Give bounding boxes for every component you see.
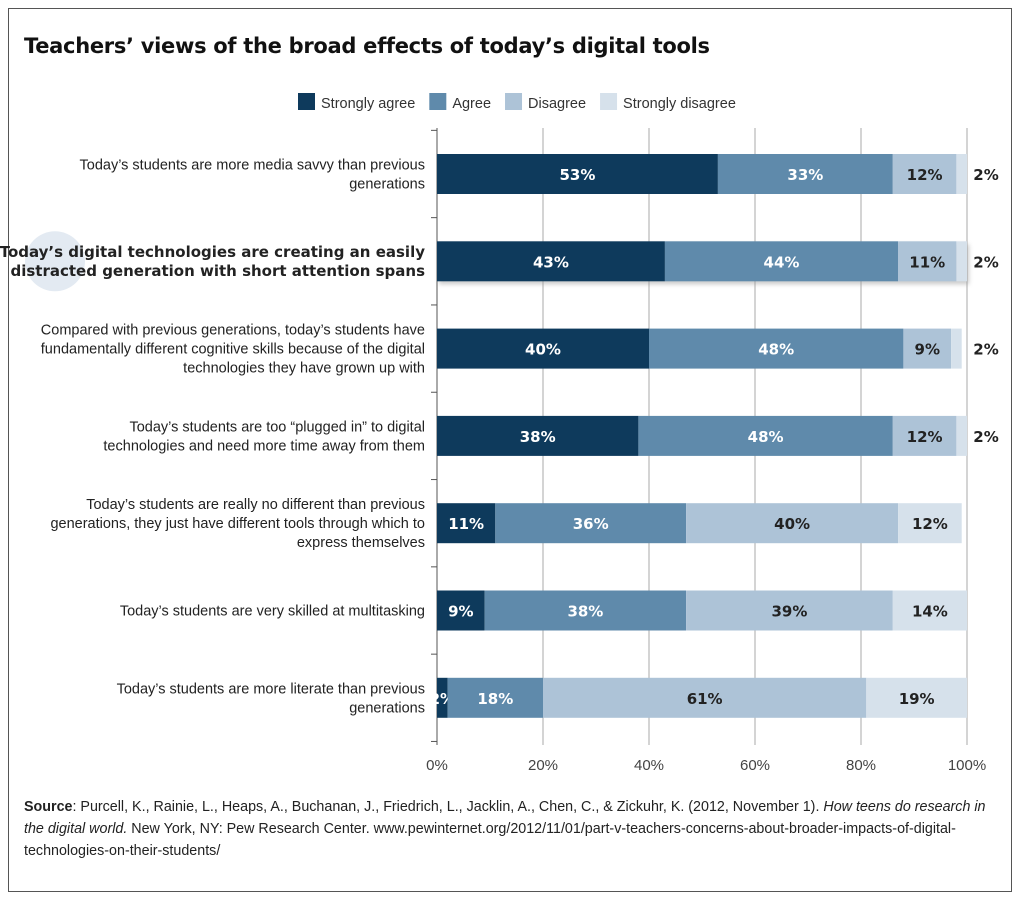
bar-segment — [686, 590, 893, 631]
category-label: generations, they just have different to… — [50, 516, 425, 532]
bar-segment — [866, 677, 967, 718]
data-label: 38% — [520, 428, 556, 446]
x-tick-label: 80% — [846, 757, 876, 774]
data-label: 43% — [533, 253, 569, 271]
category-label: fundamentally different cognitive skills… — [41, 342, 425, 358]
data-label: 19% — [899, 690, 935, 708]
data-label: 12% — [907, 428, 943, 446]
data-label: 11% — [909, 253, 945, 271]
bar-segment — [437, 677, 448, 718]
bar-segment — [437, 154, 718, 194]
x-tick-label: 20% — [528, 757, 558, 774]
x-tick-label: 60% — [740, 757, 770, 774]
data-label: 2% — [973, 341, 998, 359]
data-label: 36% — [573, 515, 609, 533]
legend-label: Disagree — [528, 96, 586, 112]
data-label: 40% — [774, 515, 810, 533]
figure-frame — [8, 8, 1012, 892]
bar-segment — [892, 415, 957, 456]
category-label: generations — [349, 700, 425, 716]
legend-label: Strongly disagree — [623, 96, 736, 112]
data-label: 38% — [567, 603, 603, 621]
x-tick-label: 0% — [426, 757, 448, 774]
data-label: 12% — [912, 515, 948, 533]
data-label: 9% — [448, 603, 473, 621]
bar-segment — [717, 154, 893, 194]
bar-segment — [951, 328, 962, 369]
category-label: Today’s students are really no different… — [86, 497, 425, 513]
bar-segment — [437, 328, 649, 369]
chart-title: Teachers’ views of the broad effects of … — [24, 34, 710, 58]
data-label: 61% — [687, 690, 723, 708]
x-tick-label: 40% — [634, 757, 664, 774]
data-label: 53% — [559, 166, 595, 184]
data-label: 44% — [764, 253, 800, 271]
bar-segment — [686, 503, 899, 544]
category-label: distracted generation with short attenti… — [11, 262, 426, 280]
data-label: 33% — [787, 166, 823, 184]
data-label: 9% — [915, 341, 940, 359]
bar-segment — [892, 590, 967, 631]
data-label: 48% — [758, 341, 794, 359]
bar-segment — [956, 241, 967, 282]
source-note: Source: Purcell, K., Rainie, L., Heaps, … — [24, 796, 999, 862]
bar-segment — [903, 328, 952, 369]
category-label: express themselves — [297, 535, 425, 551]
data-label: 18% — [477, 690, 513, 708]
bar-segment — [543, 677, 867, 718]
bar-segment — [956, 154, 967, 194]
category-label: Today’s students are more media savvy th… — [80, 158, 426, 174]
source-title: How teens do research in the digital wor… — [24, 799, 986, 837]
bar-segment — [437, 503, 496, 544]
data-label: 14% — [912, 603, 948, 621]
legend-label: Strongly agree — [321, 96, 415, 112]
category-label: Today’s digital technologies are creatin… — [0, 243, 425, 261]
bar-segment — [484, 590, 687, 631]
bar-segment — [956, 415, 967, 456]
bar-segment — [664, 241, 899, 282]
highlight-circle — [25, 231, 85, 292]
legend-swatch — [298, 93, 315, 110]
bar-segment — [898, 241, 957, 282]
bar-segment — [892, 154, 957, 194]
source-text-2: New York, NY: Pew Research Center. www.p… — [24, 821, 956, 859]
data-label: 11% — [448, 515, 484, 533]
data-label: 48% — [748, 428, 784, 446]
data-label: 2% — [973, 253, 998, 271]
category-label: Today’s students are more literate than … — [117, 681, 425, 697]
category-label: Today’s students are too “plugged in” to… — [129, 419, 425, 435]
data-label: 2% — [973, 428, 998, 446]
bar-segment — [495, 503, 687, 544]
category-label: generations — [349, 177, 425, 193]
bar-segment — [638, 415, 893, 456]
legend-label: Agree — [452, 96, 491, 112]
data-label: 40% — [525, 341, 561, 359]
bar-segment — [649, 328, 904, 369]
bar-segment — [437, 241, 665, 282]
data-label: 2% — [973, 166, 998, 184]
category-label: Compared with previous generations, toda… — [41, 323, 425, 339]
bar-segment — [898, 503, 962, 544]
bar-segment — [437, 590, 485, 631]
source-text-1: : Purcell, K., Rainie, L., Heaps, A., Bu… — [72, 799, 824, 815]
data-label: 39% — [771, 603, 807, 621]
source-label: Source — [24, 799, 73, 815]
legend-swatch — [505, 93, 523, 110]
category-label: technologies and need more time away fro… — [103, 438, 425, 454]
bar-segment — [447, 677, 543, 718]
legend-swatch — [429, 93, 447, 110]
data-label: 12% — [907, 166, 943, 184]
category-label: Today’s students are very skilled at mul… — [120, 604, 425, 620]
legend-swatch — [600, 93, 618, 110]
category-label: technologies they have grown up with — [183, 361, 425, 377]
x-tick-label: 100% — [948, 757, 986, 774]
bar-segment — [437, 415, 639, 456]
